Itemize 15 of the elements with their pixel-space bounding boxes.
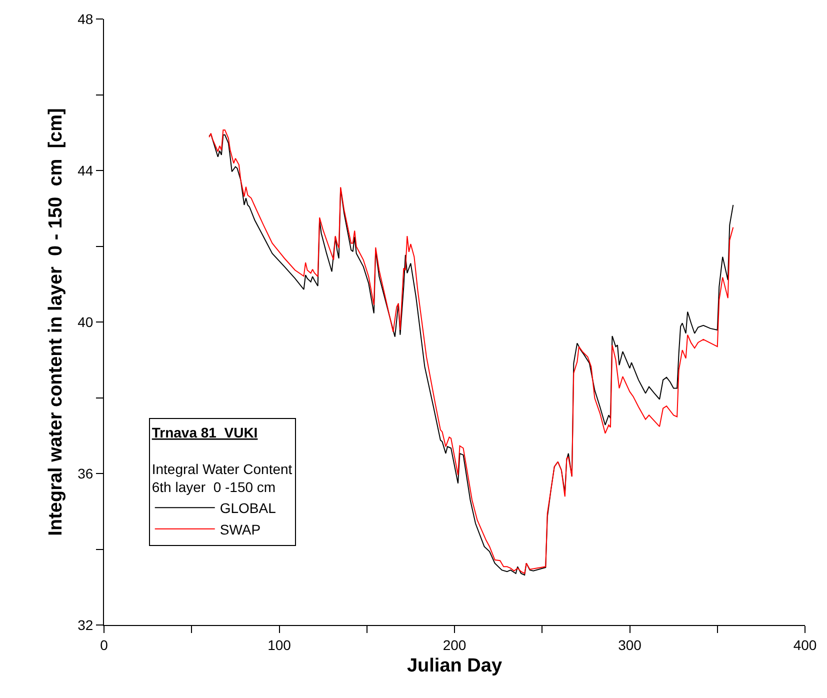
text: Trnava 81_VUKI Integral Water Content 6th layer 0 -150 cm [152,424,292,496]
y-tick-label: 48 [78,10,94,27]
legend-label: SWAP [220,521,261,538]
legend-label: GLOBAL [220,500,276,516]
y-axis-title: Integral water content in layer 0 - 150 cm [cm] [45,108,66,536]
x-tick-label: 300 [618,636,642,653]
x-tick-label: 400 [793,636,817,653]
x-axis-title: Julian Day [406,656,502,677]
y-tick-label: 44 [78,162,94,178]
y-tick-label: 40 [78,314,94,330]
y-tick-label: 36 [78,465,94,482]
y-tick-label: 32 [78,616,94,633]
x-tick-label: 100 [268,636,292,653]
x-tick-label: 200 [442,636,466,653]
x-tick-label: 0 [100,636,108,653]
